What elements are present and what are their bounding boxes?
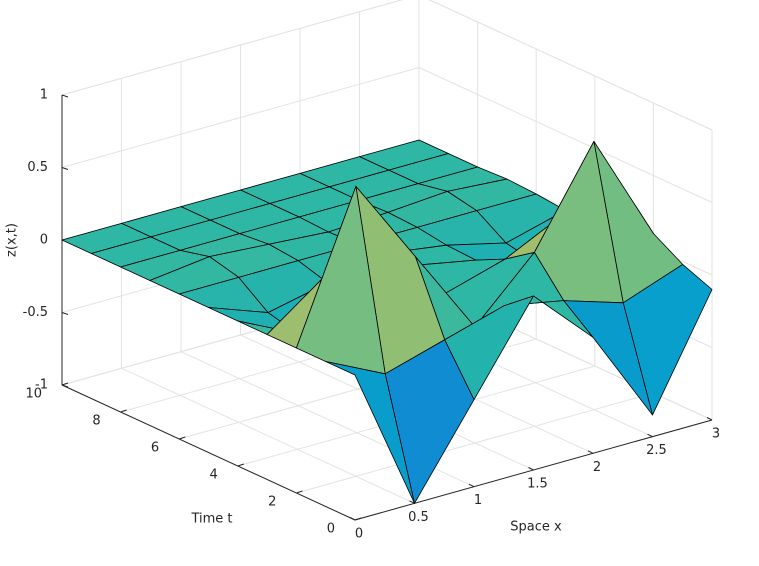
tick-mark <box>179 436 186 440</box>
tick-mark <box>61 167 69 170</box>
x-axis-label: Space x <box>510 520 562 535</box>
x-tick-label: 1.5 <box>527 477 548 492</box>
tick-mark <box>587 450 594 454</box>
tick-mark <box>237 463 244 467</box>
z-tick-label: -0.5 <box>23 305 48 320</box>
tick-mark <box>296 490 303 494</box>
y-tick-label: 4 <box>210 468 218 483</box>
y-tick-label: 10 <box>25 387 42 402</box>
x-tick-label: 0 <box>355 527 363 542</box>
grid-line <box>296 392 654 494</box>
x-tick-label: 2.5 <box>646 443 667 458</box>
tick-mark <box>120 409 127 413</box>
x-tick-label: 2 <box>593 460 601 475</box>
tick-mark <box>468 483 475 488</box>
y-tick-label: 8 <box>92 414 100 429</box>
tick-mark <box>349 517 356 521</box>
box-edge <box>428 0 713 131</box>
z-tick-label: 0 <box>40 233 48 248</box>
x-tick-label: 0.5 <box>408 510 429 525</box>
tick-mark <box>409 500 415 504</box>
tick-mark <box>706 417 713 421</box>
grid-line <box>121 367 415 504</box>
surface-face <box>325 361 415 504</box>
grid-line <box>428 0 713 131</box>
x-tick-label: 3 <box>712 427 720 442</box>
box-edge <box>61 0 404 96</box>
tick-mark <box>528 467 534 471</box>
y-axis-label: Time t <box>190 512 232 527</box>
z-tick-label: -1 <box>35 378 48 393</box>
grid-line <box>418 67 713 203</box>
tick-mark <box>354 517 362 521</box>
z-tick-label: 0.5 <box>27 160 48 175</box>
axis-line <box>61 384 356 521</box>
tick-mark <box>61 312 69 315</box>
y-tick-label: 0 <box>327 522 335 537</box>
z-tick-label: 1 <box>40 88 48 103</box>
x-tick-label: 1 <box>474 493 482 508</box>
tick-mark <box>61 384 69 388</box>
tick-mark <box>61 382 69 386</box>
y-tick-label: 6 <box>151 441 159 456</box>
y-tick-label: 2 <box>268 495 276 510</box>
tick-mark <box>647 433 653 438</box>
z-axis-label: z(x,t) <box>5 223 20 257</box>
tick-mark <box>61 94 69 98</box>
